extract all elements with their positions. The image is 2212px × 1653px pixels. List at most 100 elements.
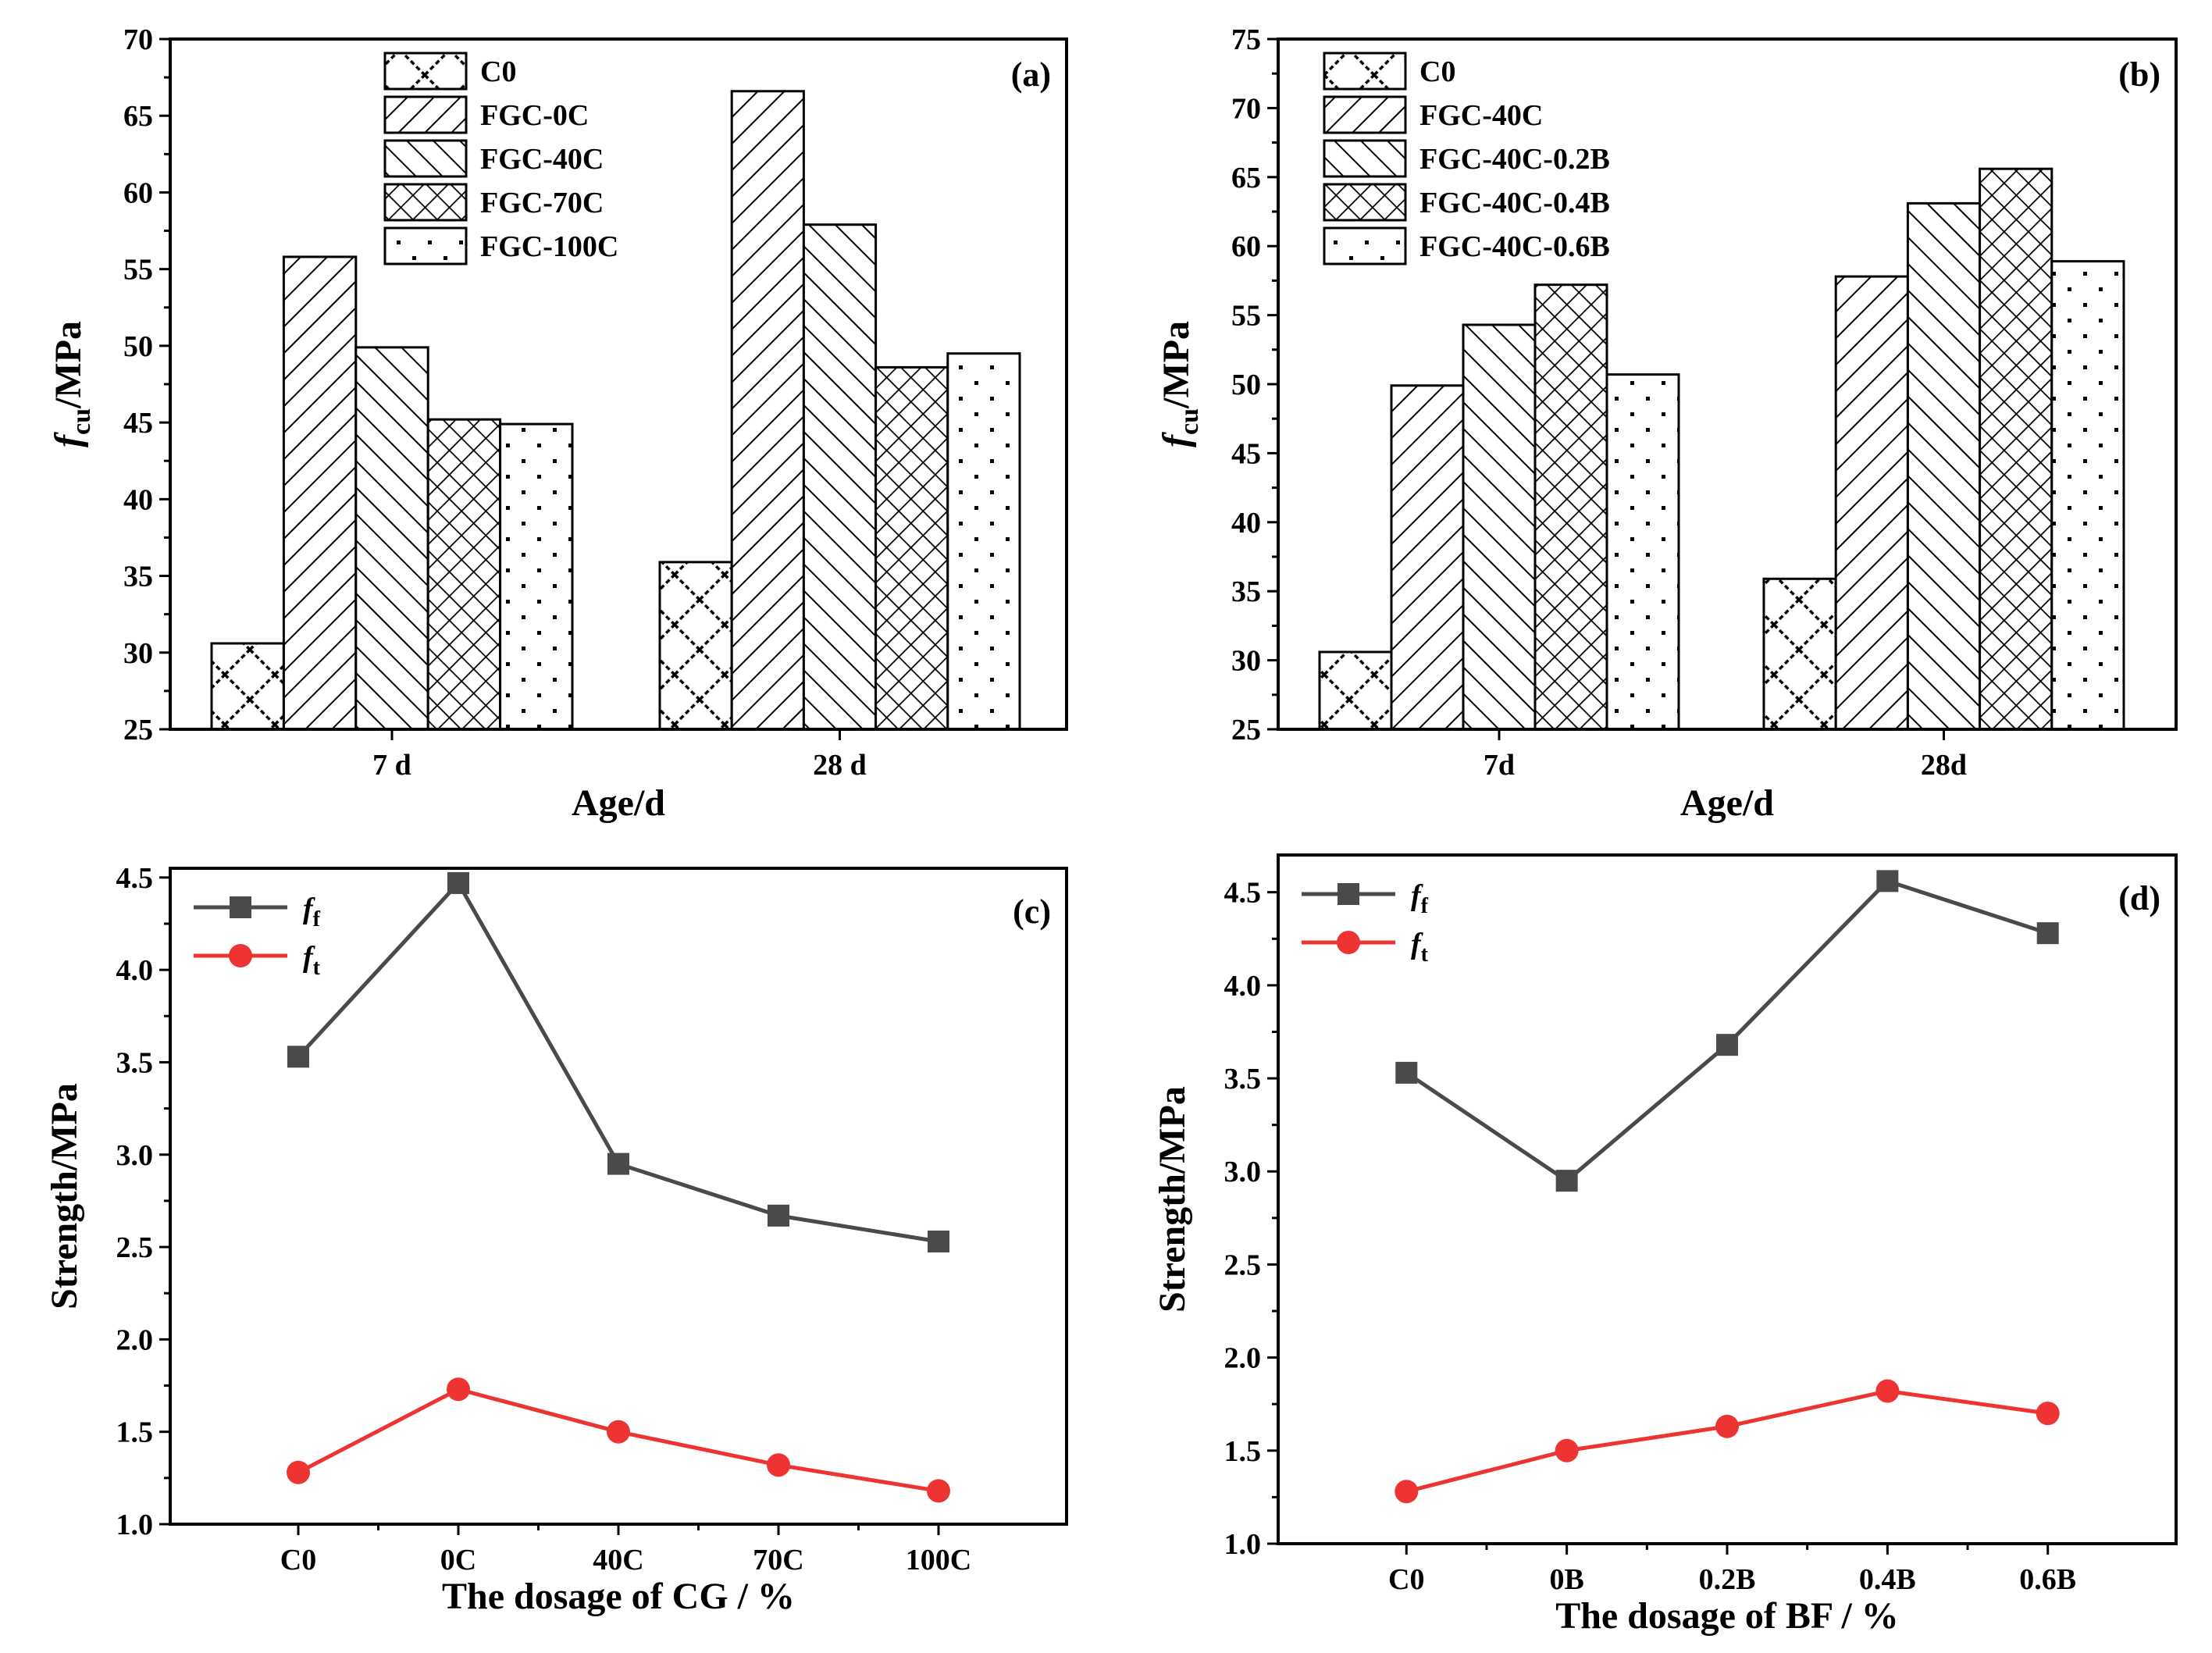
legend-swatch	[1323, 95, 1407, 134]
y-tick-label: 1.5	[116, 1416, 154, 1449]
y-axis-title-rest: /MPa	[48, 321, 89, 409]
panel-a-bar-chart: 7 d 28 d 25 30 35 40 45 50 55 60 65 70 Age/d fcu/MPa (…	[48, 23, 1068, 824]
y-axis-title: Strength/MPa	[44, 1083, 85, 1309]
legend-label: FGC-0C	[480, 99, 589, 132]
y-tick-label: 3.5	[116, 1046, 154, 1079]
point-c-ff-70C	[768, 1204, 789, 1227]
y-tick-label: 75	[1231, 23, 1261, 56]
legend-label-main: f	[1411, 879, 1423, 912]
bar-b-FGC-40C-0.4B-28d	[1979, 167, 2053, 731]
legend-label: FGC-40C	[480, 143, 604, 176]
panel-label: (d)	[2118, 879, 2160, 917]
bar-a-FGC-40C-28 d	[802, 223, 878, 731]
y-tick-label: 70	[123, 23, 153, 56]
legend-label: FGC-40C-0.2B	[1419, 143, 1610, 176]
bar-a-FGC-70C-7 d	[426, 418, 502, 731]
y-tick-label: 55	[1231, 300, 1261, 333]
legend-label: FGC-40C	[1419, 99, 1543, 132]
y-tick-label: 4.0	[116, 954, 154, 987]
y-tick-label: 2.0	[1224, 1342, 1262, 1375]
y-tick-label: 55	[123, 254, 153, 287]
x-tick-label: 0B	[1549, 1563, 1583, 1596]
bar-a-FGC-0C-28 d	[730, 90, 805, 731]
panel-d-line-chart: 1.0 1.5 2.0 2.5 3.0 3.5 4.0 4.5 C0 0B 0.2B 0.4B 0.6B…	[1152, 853, 2178, 1637]
x-tick-label: 7d	[1484, 749, 1515, 782]
y-tick-label: 2.5	[1224, 1249, 1262, 1281]
legend-swatch	[383, 183, 468, 222]
y-tick-label: 1.0	[1224, 1528, 1262, 1561]
y-tick-label: 2.0	[116, 1323, 154, 1356]
legend-label: ft	[303, 941, 321, 980]
y-tick-label: 45	[123, 407, 153, 440]
y-tick-label: 45	[1231, 437, 1261, 470]
bar-b-FGC-40C-7d	[1390, 384, 1465, 731]
y-tick-label: 25	[123, 714, 153, 746]
series-line-d-ft	[1405, 1388, 2049, 1494]
y-tick-label: 3.5	[1224, 1063, 1262, 1095]
bar-a-FGC-100C-28 d	[946, 352, 1021, 731]
point-c-ff-C0	[287, 1046, 309, 1068]
x-tick-label: 28d	[1921, 749, 1967, 782]
y-axis-title-main: f	[1156, 432, 1197, 447]
y-tick-label: 60	[123, 176, 153, 209]
y-tick-label: 60	[1231, 230, 1261, 263]
x-tick-label: 0.2B	[1699, 1563, 1756, 1596]
legend-marker	[229, 944, 252, 967]
legend-label: FGC-40C-0.4B	[1419, 187, 1610, 219]
y-tick-label: 50	[1231, 369, 1261, 401]
bar-b-FGC-40C-28d	[1834, 275, 1909, 731]
bar-a-FGC-100C-7 d	[499, 422, 574, 731]
legend-swatch	[1323, 226, 1407, 265]
series-line-d-ff	[1405, 878, 2049, 1184]
x-tick-label: 40C	[593, 1544, 643, 1576]
y-tick-label: 35	[123, 561, 153, 593]
y-axis-title: fcu/MPa	[48, 321, 96, 447]
bar-b-C0-28d	[1762, 577, 1837, 731]
panel-c-line-chart: 1.0 1.5 2.0 2.5 3.0 3.5 4.0 4.5 C0 0C 40C 70C 100C ff…	[44, 862, 1068, 1617]
panel-label: (b)	[2118, 55, 2160, 94]
y-tick-label: 40	[1231, 507, 1261, 540]
y-tick-label: 30	[123, 637, 153, 670]
x-tick-label: 0.4B	[1859, 1563, 1916, 1596]
legend-label: C0	[480, 55, 516, 88]
point-c-ff-100C	[928, 1230, 949, 1252]
point-d-ft-0.4B	[1875, 1379, 1900, 1403]
point-d-ft-0B	[1555, 1438, 1579, 1462]
point-c-ft-100C	[927, 1479, 950, 1503]
point-c-ft-40C	[607, 1420, 630, 1444]
legend-swatch	[383, 139, 468, 178]
legend-marker	[230, 896, 251, 918]
y-tick-label: 30	[1231, 645, 1261, 678]
y-axis-title: fcu/MPa	[1156, 321, 1204, 447]
x-tick-label: 28 d	[813, 749, 867, 782]
panel-b-bar-chart: 7d 28d 25 30 35 40 45 50 55 60 65 70 75 Age/d fcu/MPa (…	[1156, 23, 2178, 824]
x-tick-label: C0	[1388, 1563, 1424, 1596]
legend-label: C0	[1419, 55, 1455, 88]
y-axis-title-sub: cu	[1175, 408, 1204, 435]
x-axis-title: The dosage of BF / %	[1555, 1595, 1899, 1637]
point-c-ff-0C	[447, 871, 469, 894]
bar-b-C0-7d	[1318, 650, 1393, 731]
point-d-ff-0B	[1555, 1170, 1578, 1192]
x-axis-title: Age/d	[1680, 782, 1774, 824]
legend-label: ft	[1411, 928, 1429, 967]
bar-b-FGC-40C-0.6B-28d	[2050, 260, 2125, 731]
y-tick-label: 4.0	[1224, 970, 1262, 1003]
x-axis-title: Age/d	[572, 782, 665, 824]
legend-marker	[1337, 931, 1360, 954]
legend-label-main: f	[303, 892, 315, 925]
y-tick-label: 1.0	[116, 1509, 154, 1541]
legend-label: ff	[1411, 879, 1429, 918]
legend-swatch	[383, 95, 468, 134]
point-c-ft-70C	[767, 1453, 790, 1477]
y-tick-label: 70	[1231, 92, 1261, 125]
y-tick-label: 3.0	[116, 1139, 154, 1172]
legend-marker	[1338, 883, 1359, 905]
legend-swatch	[1323, 139, 1407, 178]
point-d-ff-0.2B	[1716, 1034, 1738, 1056]
bar-a-FGC-70C-28 d	[874, 365, 949, 731]
point-d-ft-0.6B	[2036, 1402, 2060, 1426]
point-d-ff-0.4B	[1876, 870, 1899, 892]
point-c-ff-40C	[607, 1152, 629, 1175]
y-tick-label: 65	[1231, 162, 1261, 194]
